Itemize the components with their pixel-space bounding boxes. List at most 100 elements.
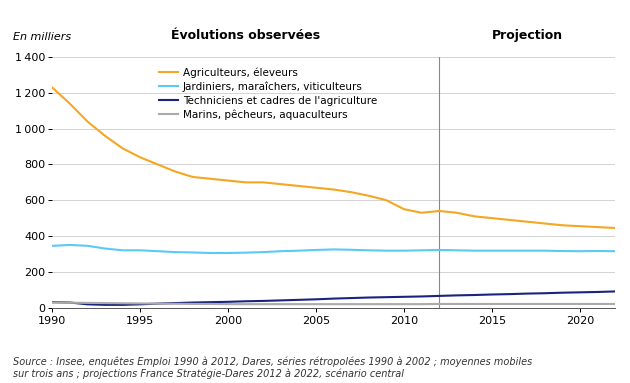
Techniciens et cadres de l'agriculture xyxy=(101,303,109,307)
Techniciens et cadres de l'agriculture xyxy=(611,289,619,294)
Marins, pêcheurs, aquaculteurs xyxy=(558,302,566,306)
Marins, pêcheurs, aquaculteurs xyxy=(330,302,338,306)
Marins, pêcheurs, aquaculteurs xyxy=(506,302,513,306)
Techniciens et cadres de l'agriculture xyxy=(119,303,127,307)
Marins, pêcheurs, aquaculteurs xyxy=(348,302,355,306)
Techniciens et cadres de l'agriculture xyxy=(277,298,285,303)
Jardiniers, maraîchers, viticulteurs xyxy=(524,248,531,253)
Text: Évolutions observées: Évolutions observées xyxy=(171,29,320,42)
Legend: Agriculteurs, éleveurs, Jardiniers, maraîchers, viticulteurs, Techniciens et cad: Agriculteurs, éleveurs, Jardiniers, mara… xyxy=(159,67,377,120)
Marins, pêcheurs, aquaculteurs xyxy=(593,302,601,306)
Jardiniers, maraîchers, viticulteurs xyxy=(101,246,109,251)
Jardiniers, maraîchers, viticulteurs xyxy=(611,249,619,254)
Techniciens et cadres de l'agriculture xyxy=(224,300,232,304)
Marins, pêcheurs, aquaculteurs xyxy=(171,301,179,306)
Techniciens et cadres de l'agriculture xyxy=(418,294,425,299)
Marins, pêcheurs, aquaculteurs xyxy=(66,300,74,305)
Techniciens et cadres de l'agriculture xyxy=(541,291,549,296)
Jardiniers, maraîchers, viticulteurs xyxy=(576,249,583,254)
Jardiniers, maraîchers, viticulteurs xyxy=(488,248,496,253)
Agriculteurs, éleveurs xyxy=(558,223,566,228)
Agriculteurs, éleveurs xyxy=(524,219,531,224)
Marins, pêcheurs, aquaculteurs xyxy=(435,302,443,306)
Jardiniers, maraîchers, viticulteurs xyxy=(471,248,478,253)
Agriculteurs, éleveurs xyxy=(119,146,127,151)
Marins, pêcheurs, aquaculteurs xyxy=(541,302,549,306)
Line: Techniciens et cadres de l'agriculture: Techniciens et cadres de l'agriculture xyxy=(52,291,615,305)
Agriculteurs, éleveurs xyxy=(576,224,583,229)
Agriculteurs, éleveurs xyxy=(84,119,91,124)
Agriculteurs, éleveurs xyxy=(365,193,372,198)
Techniciens et cadres de l'agriculture xyxy=(365,295,372,300)
Agriculteurs, éleveurs xyxy=(171,169,179,174)
Line: Marins, pêcheurs, aquaculteurs: Marins, pêcheurs, aquaculteurs xyxy=(52,303,615,304)
Techniciens et cadres de l'agriculture xyxy=(506,292,513,296)
Techniciens et cadres de l'agriculture xyxy=(488,292,496,297)
Agriculteurs, éleveurs xyxy=(137,155,144,160)
Agriculteurs, éleveurs xyxy=(418,211,425,215)
Text: En milliers: En milliers xyxy=(13,32,71,42)
Jardiniers, maraîchers, viticulteurs xyxy=(506,248,513,253)
Marins, pêcheurs, aquaculteurs xyxy=(524,302,531,306)
Techniciens et cadres de l'agriculture xyxy=(576,290,583,295)
Marins, pêcheurs, aquaculteurs xyxy=(101,301,109,305)
Agriculteurs, éleveurs xyxy=(49,85,56,90)
Techniciens et cadres de l'agriculture xyxy=(330,296,338,301)
Marins, pêcheurs, aquaculteurs xyxy=(137,301,144,306)
Techniciens et cadres de l'agriculture xyxy=(593,290,601,294)
Jardiniers, maraîchers, viticulteurs xyxy=(541,248,549,253)
Jardiniers, maraîchers, viticulteurs xyxy=(224,251,232,255)
Agriculteurs, éleveurs xyxy=(611,226,619,230)
Techniciens et cadres de l'agriculture xyxy=(453,293,461,298)
Agriculteurs, éleveurs xyxy=(277,182,285,187)
Marins, pêcheurs, aquaculteurs xyxy=(453,302,461,306)
Jardiniers, maraîchers, viticulteurs xyxy=(400,248,408,253)
Jardiniers, maraîchers, viticulteurs xyxy=(382,248,390,253)
Marins, pêcheurs, aquaculteurs xyxy=(382,302,390,306)
Jardiniers, maraîchers, viticulteurs xyxy=(277,249,285,254)
Agriculteurs, éleveurs xyxy=(435,209,443,213)
Agriculteurs, éleveurs xyxy=(154,162,162,167)
Marins, pêcheurs, aquaculteurs xyxy=(418,302,425,306)
Agriculteurs, éleveurs xyxy=(312,185,320,190)
Techniciens et cadres de l'agriculture xyxy=(84,302,91,307)
Marins, pêcheurs, aquaculteurs xyxy=(207,302,214,306)
Agriculteurs, éleveurs xyxy=(224,178,232,183)
Jardiniers, maraîchers, viticulteurs xyxy=(119,248,127,253)
Marins, pêcheurs, aquaculteurs xyxy=(49,300,56,305)
Techniciens et cadres de l'agriculture xyxy=(435,294,443,298)
Line: Jardiniers, maraîchers, viticulteurs: Jardiniers, maraîchers, viticulteurs xyxy=(52,245,615,253)
Jardiniers, maraîchers, viticulteurs xyxy=(66,243,74,247)
Jardiniers, maraîchers, viticulteurs xyxy=(558,249,566,253)
Techniciens et cadres de l'agriculture xyxy=(524,291,531,296)
Jardiniers, maraîchers, viticulteurs xyxy=(137,248,144,253)
Jardiniers, maraîchers, viticulteurs xyxy=(84,244,91,248)
Techniciens et cadres de l'agriculture xyxy=(312,297,320,301)
Marins, pêcheurs, aquaculteurs xyxy=(471,302,478,306)
Agriculteurs, éleveurs xyxy=(66,101,74,106)
Agriculteurs, éleveurs xyxy=(488,216,496,221)
Agriculteurs, éleveurs xyxy=(101,134,109,138)
Agriculteurs, éleveurs xyxy=(207,177,214,181)
Marins, pêcheurs, aquaculteurs xyxy=(224,302,232,306)
Techniciens et cadres de l'agriculture xyxy=(348,296,355,300)
Jardiniers, maraîchers, viticulteurs xyxy=(435,248,443,252)
Marins, pêcheurs, aquaculteurs xyxy=(154,301,162,306)
Agriculteurs, éleveurs xyxy=(541,221,549,226)
Jardiniers, maraîchers, viticulteurs xyxy=(312,248,320,252)
Agriculteurs, éleveurs xyxy=(189,175,197,179)
Marins, pêcheurs, aquaculteurs xyxy=(189,302,197,306)
Agriculteurs, éleveurs xyxy=(506,218,513,222)
Jardiniers, maraîchers, viticulteurs xyxy=(189,250,197,255)
Jardiniers, maraîchers, viticulteurs xyxy=(348,247,355,252)
Jardiniers, maraîchers, viticulteurs xyxy=(171,250,179,254)
Marins, pêcheurs, aquaculteurs xyxy=(260,302,267,306)
Jardiniers, maraîchers, viticulteurs xyxy=(365,248,372,253)
Agriculteurs, éleveurs xyxy=(453,211,461,215)
Marins, pêcheurs, aquaculteurs xyxy=(295,302,302,306)
Agriculteurs, éleveurs xyxy=(400,207,408,211)
Text: Projection: Projection xyxy=(491,29,563,42)
Techniciens et cadres de l'agriculture xyxy=(137,302,144,307)
Text: Source : Insee, enquêtes Emploi 1990 à 2012, Dares, séries rétropolées 1990 à 20: Source : Insee, enquêtes Emploi 1990 à 2… xyxy=(13,357,532,379)
Techniciens et cadres de l'agriculture xyxy=(49,300,56,304)
